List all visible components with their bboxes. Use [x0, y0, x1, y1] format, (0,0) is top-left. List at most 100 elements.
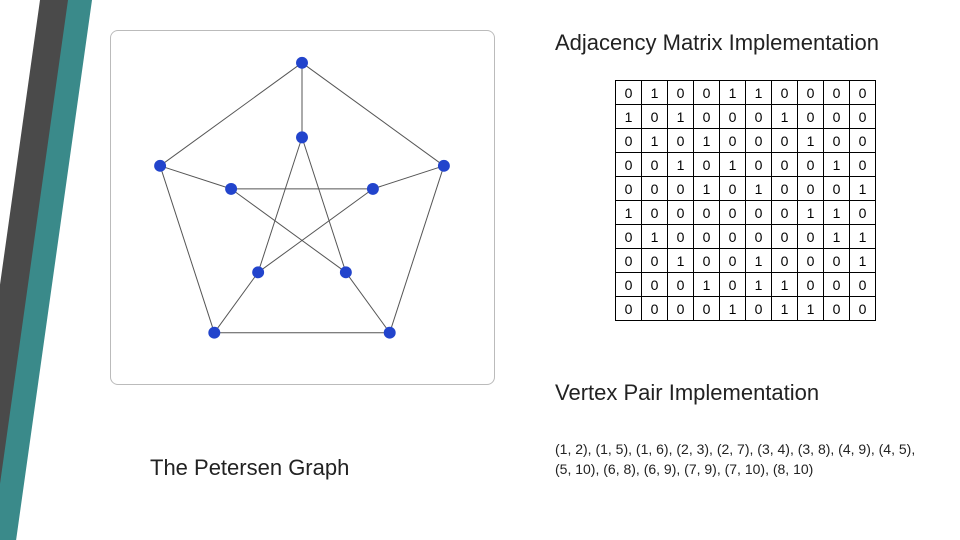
matrix-cell: 0 [850, 273, 876, 297]
matrix-cell: 1 [772, 273, 798, 297]
graph-edge [302, 137, 346, 272]
matrix-cell: 0 [694, 105, 720, 129]
graph-edge [302, 63, 444, 166]
matrix-cell: 1 [772, 105, 798, 129]
matrix-row: 0101000100 [616, 129, 876, 153]
graph-edge [346, 272, 390, 332]
matrix-cell: 0 [746, 153, 772, 177]
graph-node [252, 266, 264, 278]
graph-edge [214, 272, 258, 332]
matrix-cell: 0 [720, 225, 746, 249]
graph-edge [373, 166, 444, 189]
matrix-cell: 1 [772, 297, 798, 321]
matrix-cell: 0 [798, 225, 824, 249]
matrix-cell: 0 [772, 81, 798, 105]
matrix-cell: 0 [772, 153, 798, 177]
matrix-cell: 0 [668, 297, 694, 321]
graph-node [154, 160, 166, 172]
graph-node [208, 327, 220, 339]
matrix-cell: 0 [642, 105, 668, 129]
matrix-cell: 1 [642, 225, 668, 249]
matrix-cell: 0 [642, 273, 668, 297]
matrix-cell: 1 [642, 129, 668, 153]
matrix-cell: 0 [824, 177, 850, 201]
matrix-cell: 1 [720, 297, 746, 321]
graph-edge [160, 166, 231, 189]
graph-node [384, 327, 396, 339]
matrix-cell: 0 [720, 129, 746, 153]
matrix-row: 0100000011 [616, 225, 876, 249]
matrix-cell: 0 [772, 177, 798, 201]
graph-node [367, 183, 379, 195]
matrix-row: 1010001000 [616, 105, 876, 129]
matrix-cell: 1 [616, 105, 642, 129]
graph-edge [160, 166, 214, 333]
matrix-cell: 0 [746, 225, 772, 249]
matrix-cell: 0 [616, 297, 642, 321]
matrix-cell: 0 [642, 177, 668, 201]
matrix-cell: 0 [824, 297, 850, 321]
matrix-cell: 0 [720, 177, 746, 201]
matrix-cell: 0 [798, 105, 824, 129]
matrix-cell: 0 [694, 81, 720, 105]
matrix-cell: 0 [772, 201, 798, 225]
matrix-cell: 1 [720, 81, 746, 105]
matrix-cell: 0 [642, 153, 668, 177]
petersen-graph-figure [110, 30, 495, 385]
matrix-cell: 0 [850, 81, 876, 105]
matrix-row: 0000101100 [616, 297, 876, 321]
matrix-row: 0001010001 [616, 177, 876, 201]
matrix-cell: 1 [824, 153, 850, 177]
matrix-cell: 1 [694, 129, 720, 153]
matrix-cell: 0 [642, 297, 668, 321]
matrix-row: 0010100010 [616, 153, 876, 177]
matrix-cell: 1 [746, 81, 772, 105]
matrix-cell: 0 [824, 249, 850, 273]
matrix-cell: 0 [642, 249, 668, 273]
matrix-cell: 1 [824, 201, 850, 225]
matrix-cell: 0 [746, 129, 772, 153]
matrix-cell: 1 [694, 177, 720, 201]
matrix-cell: 0 [668, 129, 694, 153]
matrix-cell: 1 [798, 297, 824, 321]
matrix-cell: 0 [798, 273, 824, 297]
matrix-cell: 0 [616, 225, 642, 249]
matrix-cell: 0 [850, 105, 876, 129]
matrix-cell: 0 [746, 105, 772, 129]
matrix-cell: 1 [642, 81, 668, 105]
graph-edge [231, 189, 346, 272]
matrix-cell: 0 [798, 249, 824, 273]
matrix-cell: 1 [850, 177, 876, 201]
matrix-cell: 0 [720, 105, 746, 129]
matrix-cell: 0 [798, 81, 824, 105]
matrix-cell: 1 [746, 177, 772, 201]
matrix-cell: 0 [694, 201, 720, 225]
matrix-row: 0010010001 [616, 249, 876, 273]
matrix-cell: 1 [850, 249, 876, 273]
matrix-cell: 0 [720, 201, 746, 225]
matrix-cell: 0 [616, 249, 642, 273]
matrix-cell: 1 [746, 273, 772, 297]
matrix-cell: 0 [772, 225, 798, 249]
matrix-cell: 0 [616, 177, 642, 201]
matrix-cell: 0 [824, 273, 850, 297]
matrix-cell: 0 [798, 153, 824, 177]
graph-node [296, 131, 308, 143]
matrix-cell: 1 [720, 153, 746, 177]
matrix-cell: 0 [668, 273, 694, 297]
matrix-cell: 0 [746, 297, 772, 321]
matrix-cell: 1 [616, 201, 642, 225]
matrix-cell: 0 [694, 225, 720, 249]
matrix-cell: 0 [824, 105, 850, 129]
matrix-cell: 0 [694, 249, 720, 273]
matrix-cell: 0 [694, 297, 720, 321]
matrix-cell: 0 [720, 249, 746, 273]
graph-node [340, 266, 352, 278]
matrix-cell: 0 [850, 153, 876, 177]
matrix-cell: 1 [824, 225, 850, 249]
matrix-cell: 0 [772, 249, 798, 273]
graph-edge [258, 189, 373, 272]
matrix-cell: 1 [694, 273, 720, 297]
adjacency-title: Adjacency Matrix Implementation [555, 30, 879, 56]
vertex-pair-title: Vertex Pair Implementation [555, 380, 819, 406]
